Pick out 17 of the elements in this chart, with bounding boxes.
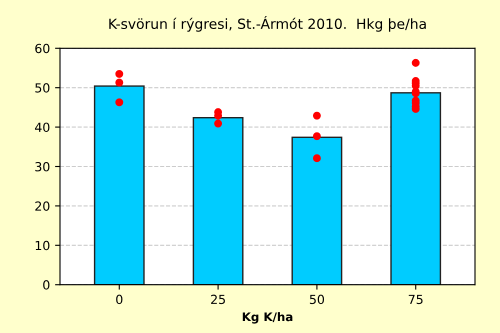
y-tick-label: 10 [36,240,50,250]
y-tick-label: 40 [34,122,50,132]
y-tick-label: 0 [43,280,50,290]
bar [292,136,342,285]
x-tick-label: 25 [211,294,225,304]
bar [192,116,244,285]
x-tick-label: 50 [310,294,324,304]
y-tick-label: 50 [35,83,50,93]
x-tick-label: 0 [116,294,122,304]
y-tick-label: 20 [35,201,50,211]
bar [94,85,145,285]
chart-title: K-svörun í rýgresi, St.-Ármót 2010. Hkg þe/ha [109,16,426,32]
x-axis-title: Kg K/ha [242,312,292,324]
x-tick-label: 75 [408,294,423,304]
bar [390,92,442,285]
y-tick-label: 60 [35,44,50,54]
y-tick-label: 30 [35,162,50,172]
